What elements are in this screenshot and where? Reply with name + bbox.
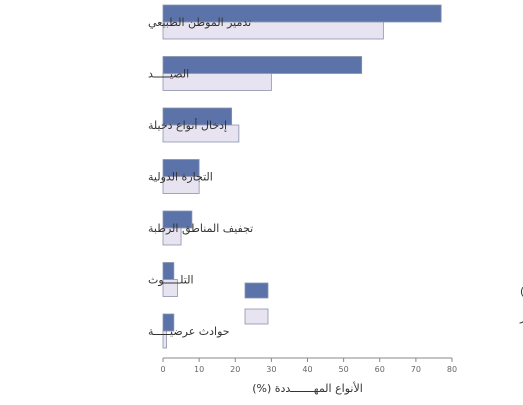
category-label-4: تجفيف المناطق الرطبة [148, 222, 253, 236]
x-tick-label-0: 0 [160, 365, 165, 374]
bar-birds-6 [162, 330, 168, 349]
bar-birds-1 [162, 73, 272, 91]
x-tick-label-4: 40 [302, 365, 312, 374]
category-label-0: تدمير الموطن الطبيعي [148, 16, 251, 29]
category-labels: تدمير الموطن الطبيعي الصيـــــد إدخال أنوا… [148, 16, 253, 338]
x-tick-label-1: 10 [194, 365, 204, 374]
bar-birds-2 [162, 124, 240, 143]
x-tick-label-7: 70 [411, 365, 421, 374]
bars-group [162, 4, 442, 349]
bar-mammals-1 [162, 56, 363, 74]
legend-label-birds: الطيـــــور [519, 311, 523, 324]
category-label-2: إدخال أنواع دخيلة [148, 118, 227, 132]
x-tick-label-2: 20 [230, 365, 240, 374]
bar-birds-4 [162, 227, 182, 246]
bar-mammals-6 [162, 313, 175, 332]
category-label-5: التلـــــوث [148, 274, 194, 287]
x-tick-group: 0 10 20 30 40 50 60 70 80 [160, 358, 457, 374]
bar-birds-5 [162, 279, 178, 297]
category-label-3: التجارة الدولية [148, 171, 213, 184]
bar-birds-3 [162, 176, 200, 194]
legend-swatch-mammals [244, 282, 269, 299]
legend: الثدييـــــــات (في أستراليا والأمريكتين… [244, 282, 523, 325]
category-label-1: الصيـــــد [148, 68, 189, 81]
x-tick-label-5: 50 [339, 365, 349, 374]
x-tick-label-3: 30 [266, 365, 276, 374]
x-tick-label-6: 60 [375, 365, 385, 374]
legend-swatch-birds [244, 308, 269, 325]
x-tick-label-8: 80 [447, 365, 457, 374]
legend-label-mammals: الثدييـــــــات (في أستراليا والأمريكتين… [520, 284, 523, 298]
category-label-6: حوادث عرضيـــــة [148, 325, 230, 338]
bar-birds-0 [162, 21, 384, 40]
x-axis-title: الأنواع المهـــــــددة (%) [252, 381, 363, 395]
